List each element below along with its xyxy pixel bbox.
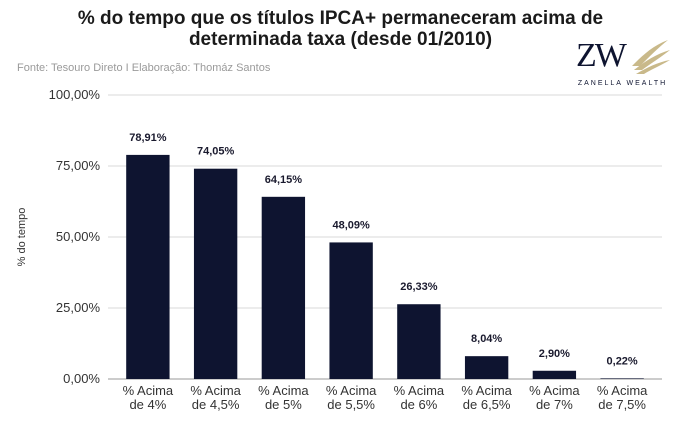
x-tick-label: % Acima [258,383,309,398]
bar [532,370,577,379]
x-tick-label: % Acima [597,383,648,398]
x-tick-label: de 6% [400,397,437,412]
x-tick-label: % Acima [123,383,174,398]
data-label: 8,04% [471,333,502,345]
y-axis-title: % do tempo [16,208,28,267]
x-tick-label: de 7% [536,397,573,412]
bar [126,154,170,379]
x-tick-label: % Acima [394,383,445,398]
chart-title: % do tempo que os títulos IPCA+ permanec… [0,8,681,50]
bar [464,356,509,379]
x-tick-label: de 4% [129,397,166,412]
bar [193,168,238,379]
y-tick-label: 75,00% [56,158,101,173]
x-tick-label: % Acima [326,383,377,398]
bar [600,378,644,379]
chart-source: Fonte: Tesouro Direto I Elaboração: Thom… [17,62,271,74]
data-label: 64,15% [265,174,303,186]
chart-title-line-2: determinada taxa (desde 01/2010) [188,29,493,50]
x-tick-label: de 6,5% [463,397,511,412]
bar [261,196,306,379]
bar [397,304,441,379]
x-tick-label: de 7,5% [598,397,646,412]
data-label: 2,90% [539,348,570,360]
x-tick-label: % Acima [529,383,580,398]
x-tick-label: de 5,5% [327,397,375,412]
x-tick-label: % Acima [461,383,512,398]
y-tick-label: 100,00% [49,87,101,102]
data-label: 26,33% [400,281,438,293]
x-tick-label: % Acima [190,383,241,398]
data-label: 0,22% [607,355,638,367]
x-tick-label: de 5% [265,397,302,412]
x-tick-label: de 4,5% [192,397,240,412]
brand-logo: ZW ZANELLA WEALTH [570,36,675,96]
brand-mark: ZW [576,37,627,74]
brand-name: ZANELLA WEALTH [577,80,668,87]
data-label: 78,91% [129,132,167,144]
y-tick-label: 50,00% [56,229,101,244]
bar [329,242,373,379]
y-tick-label: 0,00% [63,371,100,386]
data-label: 74,05% [197,146,235,158]
chart-title-line-1: % do tempo que os títulos IPCA+ permanec… [77,8,604,29]
data-label: 48,09% [332,219,370,231]
wings-icon [632,40,670,74]
y-tick-label: 25,00% [56,300,101,315]
